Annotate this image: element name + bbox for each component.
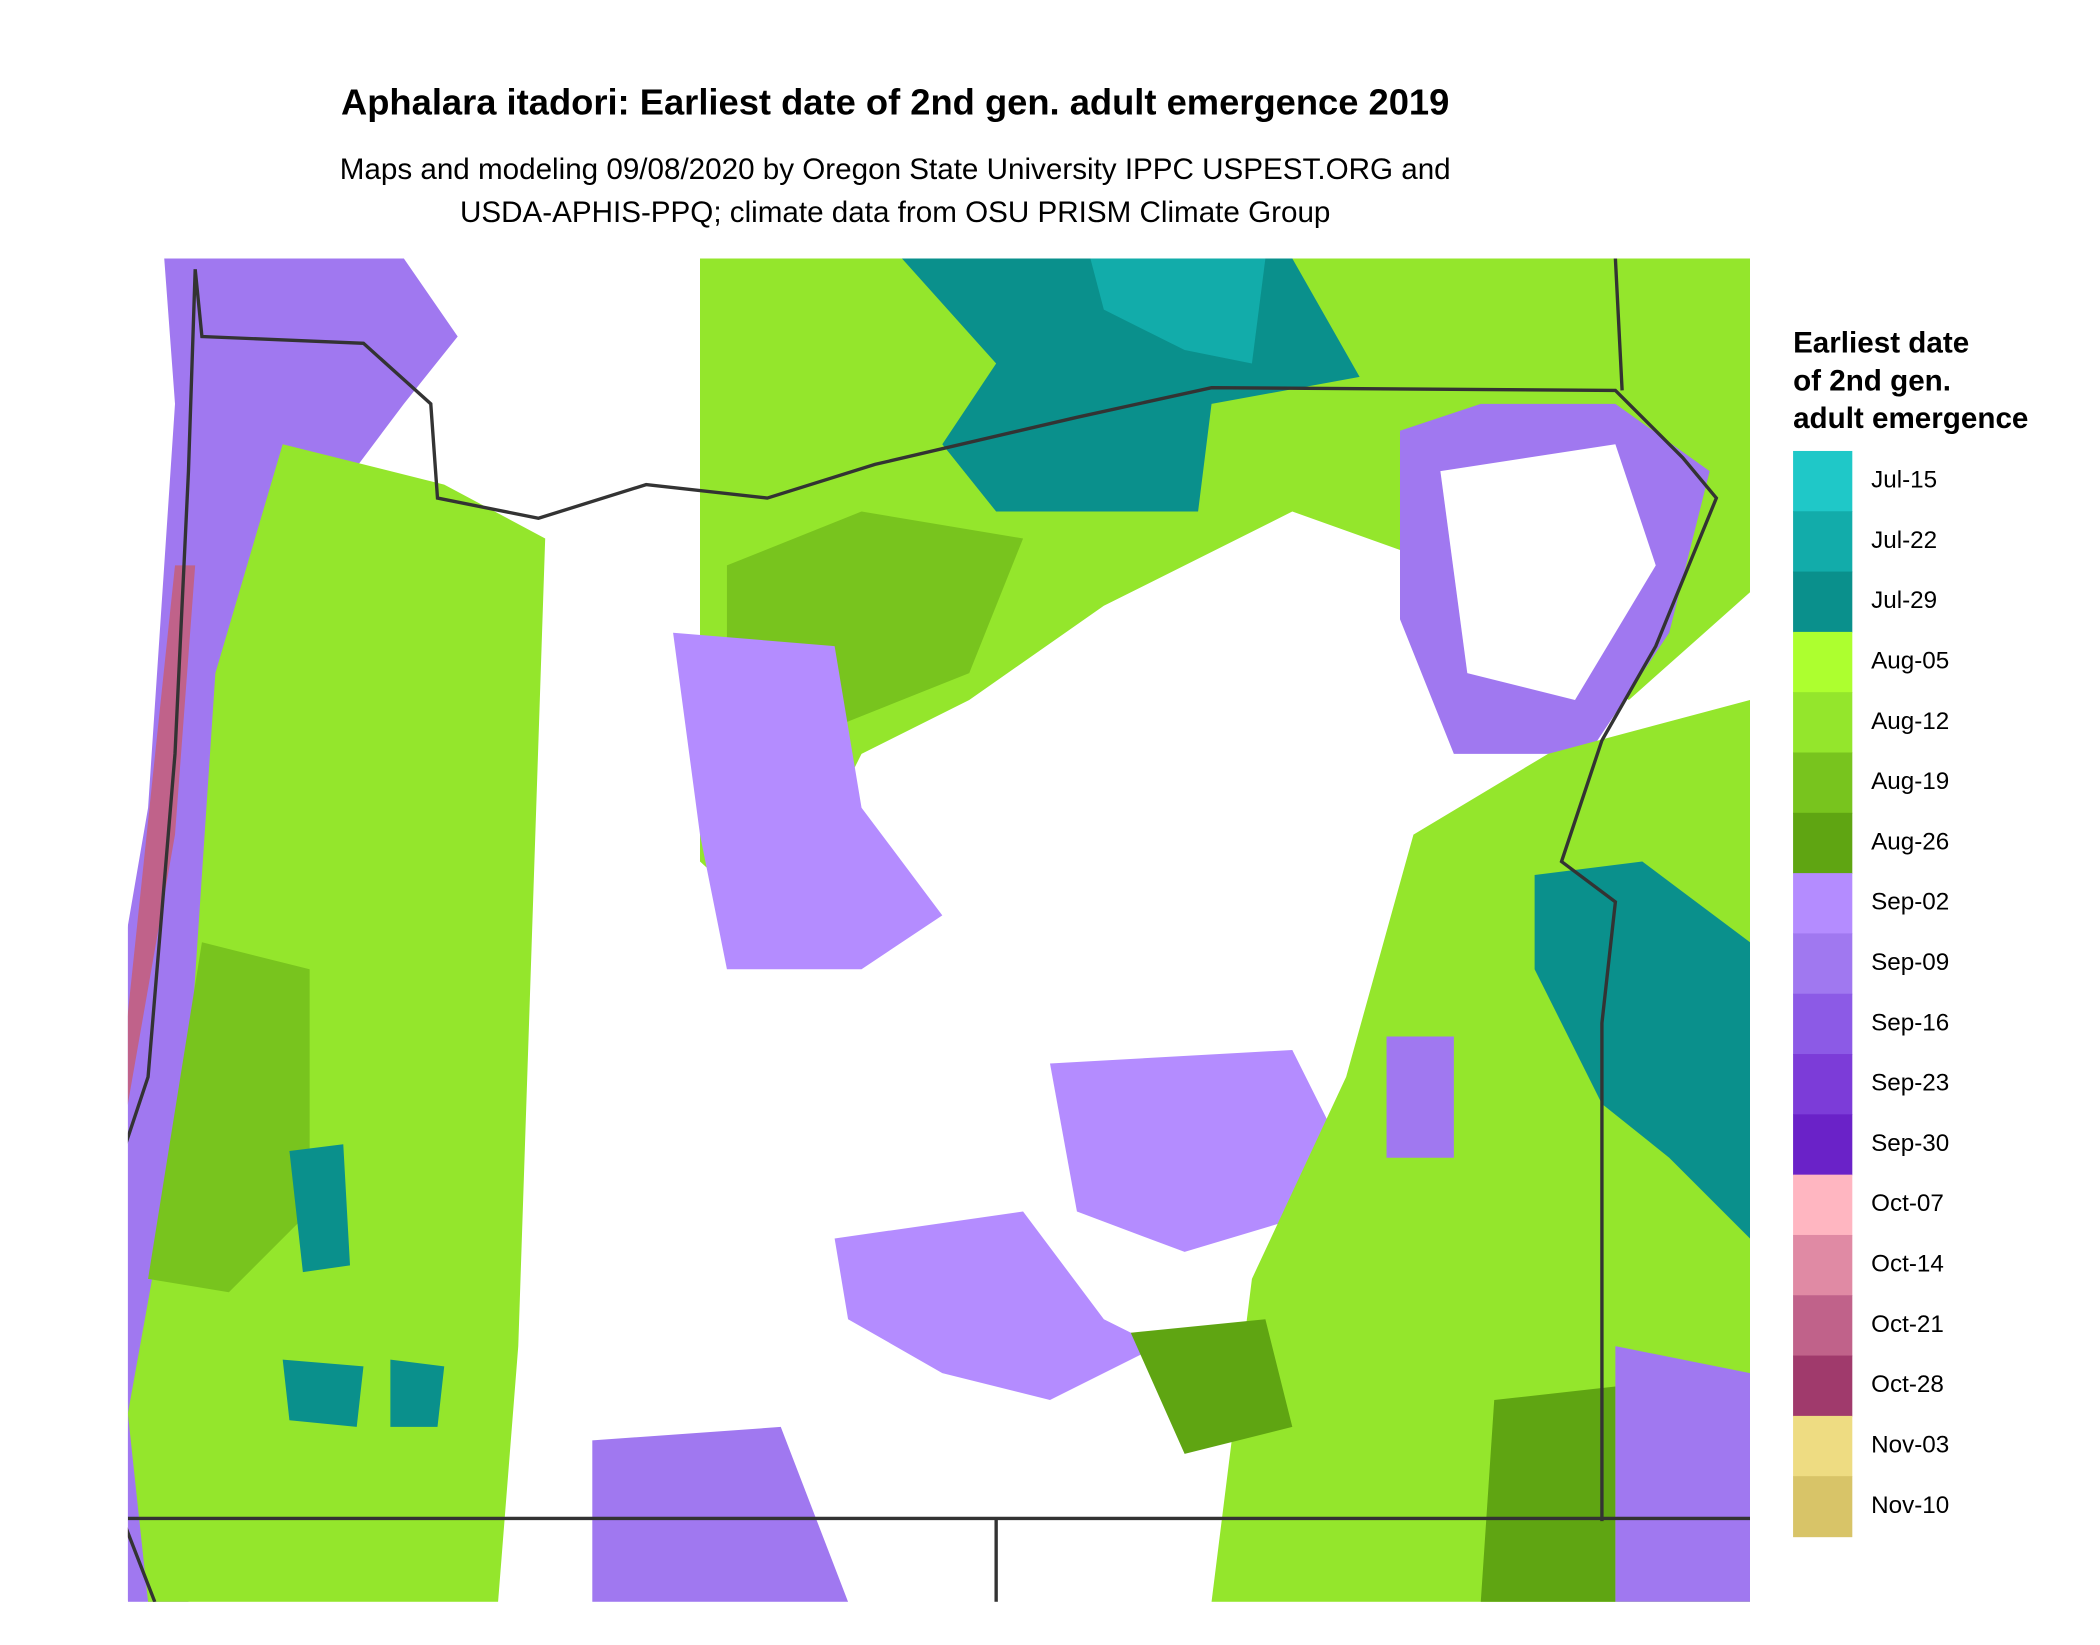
subtitle: USDA-APHIS-PPQ; climate data from OSU PR… xyxy=(460,196,1330,229)
region-purple xyxy=(1050,1050,1347,1252)
region-purple xyxy=(834,1211,1158,1400)
legend-title: adult emergence xyxy=(1793,402,2028,435)
subtitle: Maps and modeling 09/08/2020 by Oregon S… xyxy=(340,153,1451,186)
region-teal xyxy=(282,1144,445,1427)
legend-swatch xyxy=(1793,752,1853,814)
legend-label: Oct-28 xyxy=(1871,1371,1944,1398)
legend-swatch xyxy=(1793,1234,1853,1296)
region-purple xyxy=(1386,1036,1751,1602)
legend-label: Jul-15 xyxy=(1871,467,1937,494)
legend-label: Nov-10 xyxy=(1871,1492,1949,1519)
legend-label: Aug-19 xyxy=(1871,768,1949,795)
legend-swatch xyxy=(1793,873,1853,935)
legend-swatch xyxy=(1793,511,1853,573)
legend-label: Jul-29 xyxy=(1871,587,1937,614)
region-green xyxy=(127,444,546,1602)
region-purple xyxy=(673,632,943,970)
legend-label: Aug-12 xyxy=(1871,708,1949,735)
legend-label: Nov-03 xyxy=(1871,1431,1949,1458)
legend-swatch xyxy=(1793,812,1853,874)
legend-label: Sep-30 xyxy=(1871,1130,1949,1157)
legend-label: Sep-09 xyxy=(1871,949,1949,976)
legend-swatch xyxy=(1793,631,1853,693)
legend-swatch xyxy=(1793,450,1853,512)
legend-swatch xyxy=(1793,571,1853,633)
legend-swatch xyxy=(1793,1174,1853,1236)
legend-label: Sep-16 xyxy=(1871,1009,1949,1036)
legend-swatch xyxy=(1793,1295,1853,1357)
state-boundary xyxy=(127,258,1751,1602)
region-teal xyxy=(1534,861,1750,1239)
legend-swatch xyxy=(1793,1415,1853,1477)
legend-label: Aug-05 xyxy=(1871,647,1949,674)
legend-label: Jul-22 xyxy=(1871,527,1937,554)
legend-title: of 2nd gen. xyxy=(1793,364,1951,397)
legend-label: Sep-02 xyxy=(1871,889,1949,916)
region-purple xyxy=(592,1426,849,1602)
region-green-dark xyxy=(148,942,310,1293)
legend-label: Oct-14 xyxy=(1871,1251,1944,1278)
legend-swatch xyxy=(1793,993,1853,1055)
region-green-dark xyxy=(1130,1319,1616,1602)
region-white xyxy=(1440,444,1656,700)
legend-swatch xyxy=(1793,692,1853,754)
legend-swatch xyxy=(1793,1114,1853,1176)
legend-label: Sep-23 xyxy=(1871,1070,1949,1097)
legend: Earliest date of 2nd gen. adult emergenc… xyxy=(1793,327,2028,1538)
region-teal-light xyxy=(1090,258,1266,364)
legend-label: Oct-07 xyxy=(1871,1190,1944,1217)
title: Aphalara itadori: Earliest date of 2nd g… xyxy=(341,81,1449,122)
legend-title: Earliest date xyxy=(1793,327,1969,360)
legend-swatch xyxy=(1793,1476,1853,1538)
legend-swatch xyxy=(1793,933,1853,995)
legend-label: Oct-21 xyxy=(1871,1311,1944,1338)
legend-label: Aug-26 xyxy=(1871,828,1949,855)
legend-swatch xyxy=(1793,1355,1853,1417)
legend-swatch xyxy=(1793,1054,1853,1116)
map xyxy=(127,258,1751,1602)
region-pink xyxy=(127,565,196,1549)
